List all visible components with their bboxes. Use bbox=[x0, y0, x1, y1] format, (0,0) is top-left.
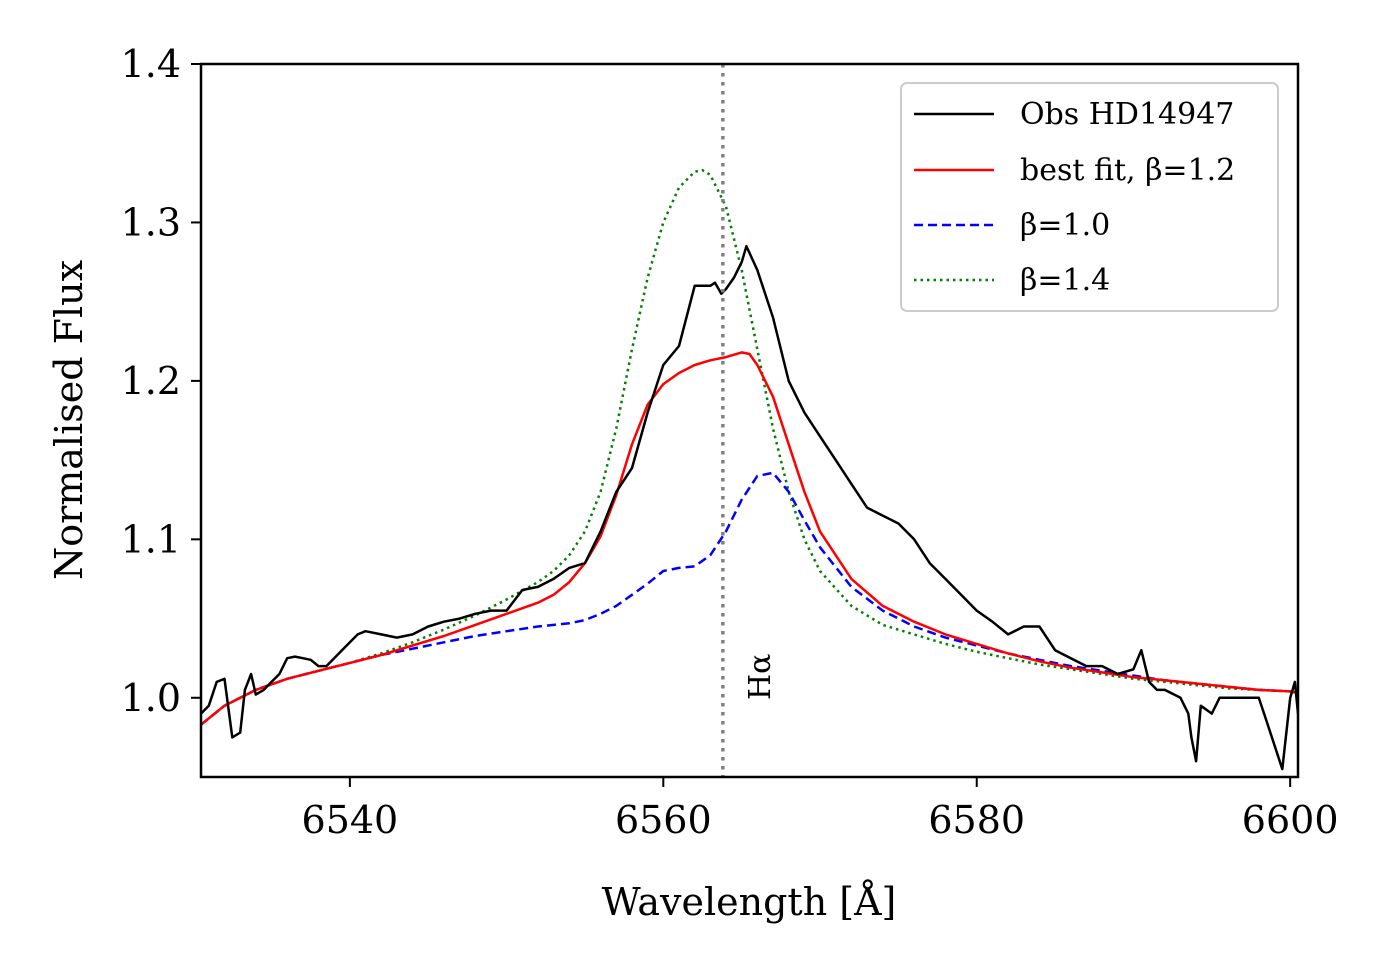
x-axis-label: Wavelength [Å] bbox=[602, 880, 897, 924]
plot-frame bbox=[199, 62, 1300, 779]
legend-label-best-fit: best fit, β=1.2 bbox=[1020, 153, 1235, 188]
y-axis-ticks: 1.0 1.1 1.2 1.3 1.4 bbox=[121, 42, 201, 720]
x-tick-label: 6540 bbox=[302, 798, 399, 842]
series-line-1 bbox=[201, 351, 1298, 726]
legend: Obs HD14947 best fit, β=1.2 β=1.0 β=1.4 bbox=[900, 82, 1279, 312]
x-tick-label: 6560 bbox=[615, 798, 712, 842]
series-line-0 bbox=[201, 244, 1298, 771]
reference-line-label: Hα bbox=[743, 654, 778, 700]
x-tick-label: 6580 bbox=[928, 798, 1025, 842]
legend-label-beta-1-4: β=1.4 bbox=[1020, 263, 1110, 298]
y-tick-label: 1.3 bbox=[121, 200, 181, 244]
legend-label-beta-1-0: β=1.0 bbox=[1020, 208, 1110, 243]
y-tick-label: 1.2 bbox=[121, 359, 181, 403]
y-tick-label: 1.0 bbox=[121, 676, 181, 720]
y-axis-label: Normalised Flux bbox=[47, 260, 91, 580]
x-axis-ticks: 6540 6560 6580 6600 bbox=[302, 777, 1339, 842]
series-line-3 bbox=[201, 168, 1298, 726]
x-tick-label: 6600 bbox=[1242, 798, 1339, 842]
legend-box bbox=[900, 82, 1279, 312]
y-tick-label: 1.4 bbox=[121, 42, 181, 86]
legend-label-obs: Obs HD14947 bbox=[1020, 97, 1234, 132]
series-layer bbox=[201, 168, 1298, 771]
series-line-2 bbox=[201, 471, 1298, 726]
y-tick-label: 1.1 bbox=[121, 517, 181, 561]
